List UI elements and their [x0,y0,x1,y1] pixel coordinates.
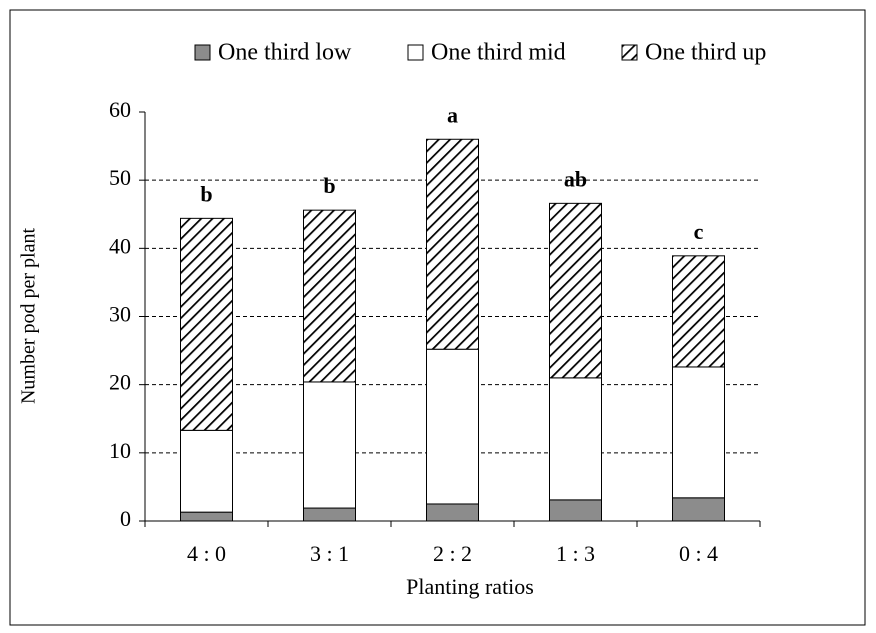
x-tick-label: 4 : 0 [187,541,226,566]
annotation: c [694,219,704,244]
annotation: ab [564,166,587,191]
y-tick-label: 0 [120,506,131,531]
bar-segment [672,497,725,522]
bar-segment [303,507,356,522]
x-tick-label: 3 : 1 [310,541,349,566]
y-tick-label: 50 [109,165,131,190]
bar-segment [180,217,233,431]
legend-label: One third mid [431,40,566,66]
y-tick-label: 10 [109,438,131,463]
x-axis-label: Planting ratios [406,574,534,599]
bar-segment [303,381,356,509]
bar-segment [426,503,479,522]
y-axis-label: Number pod per plant [18,228,40,405]
annotation: a [447,102,458,127]
x-tick-label: 0 : 4 [679,541,718,566]
y-tick-label: 30 [109,302,131,327]
bar-segment [549,499,602,522]
bar-segment [426,348,479,505]
bar-segment [180,429,233,513]
bar-segment [549,377,602,501]
annotation: b [323,173,335,198]
legend-label: One third up [645,40,766,66]
y-tick-label: 40 [109,233,131,258]
x-tick-label: 2 : 2 [433,541,472,566]
legend-swatch [194,44,211,61]
x-tick-label: 1 : 3 [556,541,595,566]
y-tick-label: 20 [109,370,131,395]
bar-segment [672,366,725,499]
bar-segment [549,202,602,379]
legend-label: One third low [218,40,352,66]
annotation: b [200,181,212,206]
bar-segment [426,138,479,350]
y-tick-label: 60 [109,97,131,122]
bar-segment [303,209,356,383]
bar-segment [672,255,725,368]
legend-swatch [621,44,638,61]
legend-swatch [407,44,424,61]
bar-segment [180,511,233,522]
